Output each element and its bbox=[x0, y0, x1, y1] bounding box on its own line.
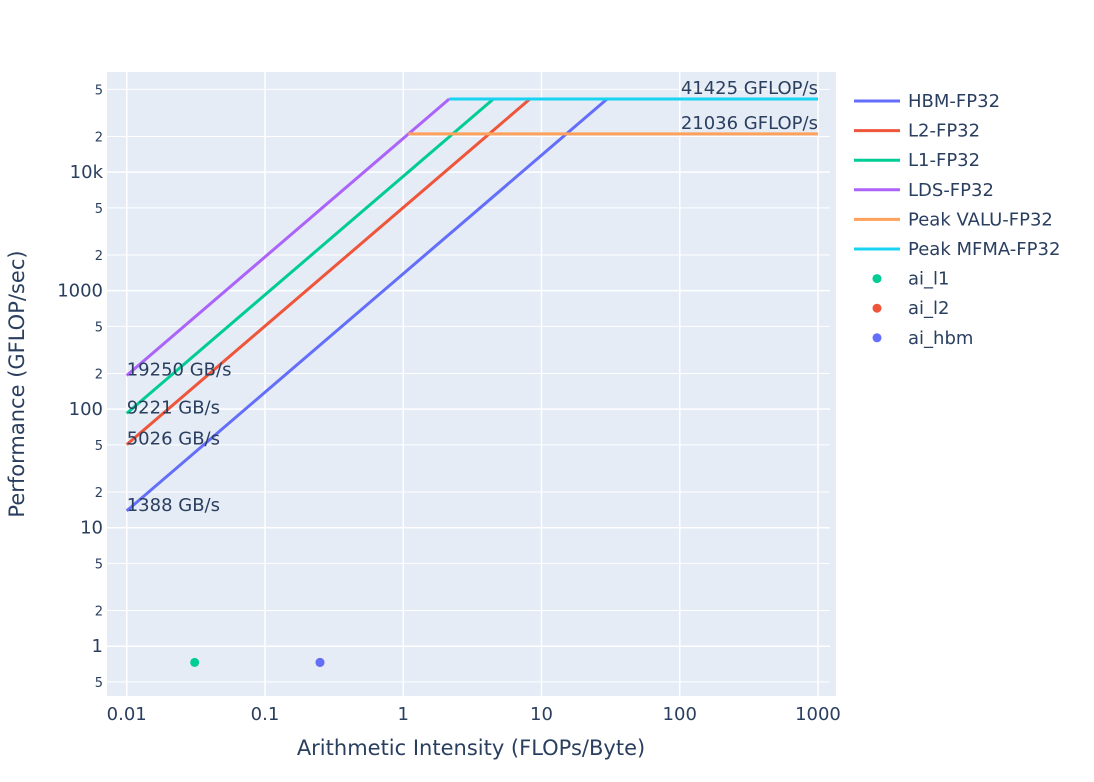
data-point-ai-l1 bbox=[190, 657, 200, 667]
legend-label: Peak VALU-FP32 bbox=[908, 209, 1053, 230]
annotation-label: 9221 GB/s bbox=[127, 397, 220, 418]
legend-swatch-marker bbox=[872, 303, 882, 313]
y-axis-title: Performance (GFLOP/sec) bbox=[5, 250, 29, 517]
annotation-label: 41425 GFLOP/s bbox=[681, 78, 818, 99]
legend-label: ai_hbm bbox=[908, 328, 973, 349]
y-tick-label: 1000 bbox=[57, 281, 103, 302]
plot-background bbox=[107, 72, 836, 696]
series-layer bbox=[125, 97, 818, 667]
annotation-label: 19250 GB/s bbox=[127, 359, 232, 380]
legend-label: ai_l2 bbox=[908, 298, 949, 319]
y-minor-tick-label: 2 bbox=[95, 486, 103, 501]
x-tick-label: 0.01 bbox=[107, 704, 147, 725]
y-minor-tick-label: 5 bbox=[95, 202, 103, 217]
x-tick-label: 1 bbox=[398, 704, 409, 725]
legend: HBM-FP32 L2-FP32 L1-FP32 LDS-FP32 Peak VALU-… bbox=[854, 91, 1060, 349]
y-minor-tick-label: 5 bbox=[95, 439, 103, 454]
x-tick-label: 100 bbox=[663, 704, 697, 725]
legend-swatch-marker bbox=[872, 333, 882, 343]
y-minor-tick-label: 5 bbox=[95, 83, 103, 98]
y-tick-label: 10k bbox=[70, 162, 104, 183]
y-axis-ticks: 1 10 100 1000 10k 5 2 5 2 5 2 5 2 5 2 5 bbox=[57, 83, 103, 691]
legend-label: Peak MFMA-FP32 bbox=[908, 239, 1060, 260]
legend-swatch-marker bbox=[872, 274, 882, 284]
annotation-label: 21036 GFLOP/s bbox=[681, 113, 818, 134]
series-line-lds-fp32 bbox=[125, 97, 451, 377]
x-tick-label: 0.1 bbox=[251, 704, 280, 725]
y-minor-tick-label: 2 bbox=[95, 130, 103, 145]
y-tick-label: 1 bbox=[92, 636, 103, 657]
legend-label: HBM-FP32 bbox=[908, 91, 1000, 112]
legend-label: ai_l1 bbox=[908, 269, 949, 290]
annotation-label: 1388 GB/s bbox=[127, 495, 220, 516]
y-minor-tick-label: 2 bbox=[95, 605, 103, 620]
y-minor-tick-label: 2 bbox=[95, 249, 103, 264]
y-minor-tick-label: 5 bbox=[95, 676, 103, 691]
x-axis-ticks: 0.01 0.1 1 10 100 1000 bbox=[107, 704, 841, 725]
y-minor-tick-label: 5 bbox=[95, 320, 103, 335]
y-minor-tick-label: 5 bbox=[95, 557, 103, 572]
grid-lines bbox=[107, 72, 830, 696]
y-tick-label: 100 bbox=[69, 399, 103, 420]
legend-label: L1-FP32 bbox=[908, 150, 980, 171]
legend-label: L2-FP32 bbox=[908, 121, 980, 142]
data-point-ai-hbm bbox=[315, 657, 325, 667]
annotation-layer: 41425 GFLOP/s 21036 GFLOP/s 19250 GB/s 9221… bbox=[127, 78, 818, 516]
legend-label: LDS-FP32 bbox=[908, 180, 994, 201]
x-tick-label: 10 bbox=[530, 704, 553, 725]
x-axis-title: Arithmetic Intensity (FLOPs/Byte) bbox=[297, 736, 645, 760]
y-tick-label: 10 bbox=[80, 518, 103, 539]
x-tick-label: 1000 bbox=[795, 704, 841, 725]
y-minor-tick-label: 2 bbox=[95, 368, 103, 383]
annotation-label: 5026 GB/s bbox=[127, 429, 220, 450]
